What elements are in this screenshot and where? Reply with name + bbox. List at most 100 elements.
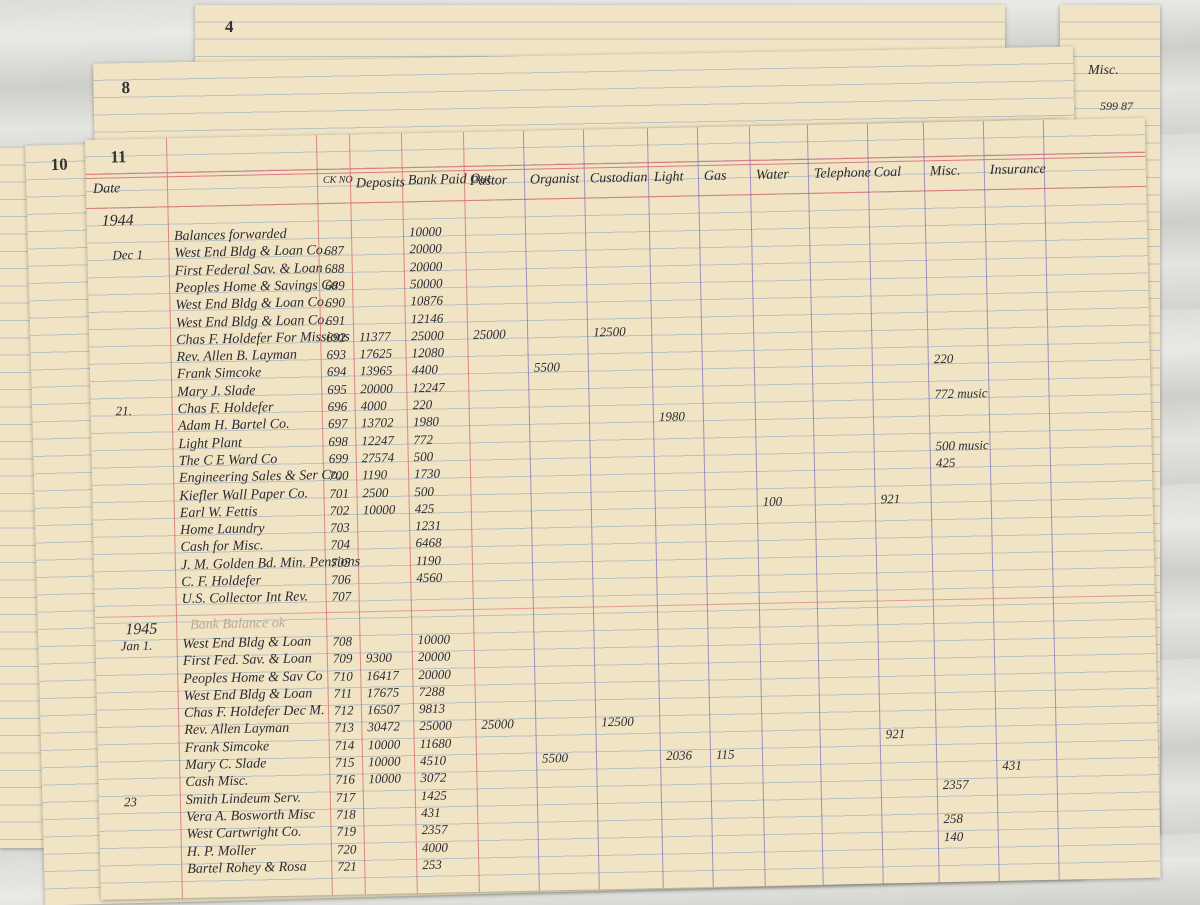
- payee: Engineering Sales & Ser Co.: [178, 467, 342, 487]
- payee: Cash for Misc.: [180, 538, 264, 556]
- payee: The C E Ward Co: [178, 451, 278, 469]
- amount: 711: [333, 685, 353, 701]
- payee: C. F. Holdefer: [181, 573, 262, 591]
- amount: 700: [328, 467, 349, 484]
- column-rule: [806, 124, 824, 885]
- amount: 772 music: [934, 385, 988, 402]
- amount: 16417: [366, 667, 399, 683]
- payee: Bartel Rohey & Rosa: [187, 859, 307, 877]
- amount: 720: [336, 840, 357, 857]
- amount: 30472: [367, 718, 401, 735]
- amount: 17625: [359, 345, 393, 362]
- amount: 687: [324, 242, 345, 259]
- page-number: 8: [121, 77, 131, 98]
- amount: 500 music: [935, 437, 989, 454]
- amount: 17675: [366, 684, 400, 701]
- amount: 705: [330, 554, 351, 570]
- column-header: CK NO: [322, 174, 353, 187]
- amount: 10000: [362, 501, 396, 518]
- amount: 710: [333, 668, 353, 684]
- amount: 1730: [413, 465, 441, 482]
- amount: 921: [880, 490, 901, 507]
- amount: 714: [334, 737, 355, 753]
- amount: 4000: [360, 397, 387, 414]
- payee: First Federal Sav. & Loan: [174, 260, 323, 279]
- amount: 10000: [367, 753, 401, 770]
- amount: 12247: [361, 432, 395, 448]
- amount: 1231: [414, 517, 442, 534]
- payee: Chas F. Holdefer: [177, 400, 274, 418]
- column-rule: [1042, 119, 1060, 880]
- payee: Smith Lindeum Serv.: [185, 790, 302, 808]
- amount: 2036: [665, 747, 693, 763]
- amount: 500: [414, 483, 435, 499]
- payee: West End Bldg & Loan Co.: [175, 295, 328, 314]
- amount: 11680: [419, 735, 452, 751]
- amount: 706: [331, 571, 351, 587]
- amount: 500: [413, 448, 434, 465]
- amount: 27574: [361, 449, 395, 466]
- amount: 12500: [601, 714, 634, 730]
- column-header: Organist: [529, 171, 580, 188]
- amount: 694: [326, 363, 347, 380]
- amount: 691: [325, 312, 346, 328]
- amount: 692: [326, 329, 346, 345]
- payee: Rev. Allen B. Layman: [176, 347, 298, 366]
- amount: 140: [943, 828, 964, 844]
- amount: 1980: [658, 408, 686, 425]
- amount: 701: [329, 485, 350, 501]
- column-header: Telephone: [813, 165, 872, 182]
- page-number: 4: [225, 17, 234, 36]
- amount: 425: [935, 455, 956, 471]
- amount: 25000: [481, 716, 514, 733]
- column-header: Coal: [873, 164, 902, 181]
- amount: 6468: [415, 535, 442, 551]
- amount: 258: [943, 810, 964, 827]
- payee: Home Laundry: [180, 521, 265, 539]
- payee: West Cartwright Co.: [186, 824, 302, 843]
- year: 1945: [125, 620, 158, 638]
- amount: 1190: [361, 466, 388, 483]
- column-rule: [982, 121, 1000, 882]
- amount: 13702: [360, 414, 394, 431]
- amount: 717: [335, 789, 356, 805]
- amount: 2500: [362, 484, 389, 500]
- payee: Light Plant: [178, 435, 242, 452]
- date: Jan 1.: [120, 637, 153, 654]
- column-header: Custodian: [589, 170, 648, 187]
- amount: 4400: [411, 362, 439, 378]
- amount: 702: [329, 502, 350, 518]
- payee: Vera A. Bosworth Misc: [186, 807, 316, 825]
- payee: Mary J. Slade: [177, 383, 256, 400]
- page-number: 11: [110, 147, 127, 167]
- amount: 25000: [411, 327, 444, 344]
- payee: Chas F. Holdefer For Missions: [176, 329, 350, 348]
- amount: 11377: [359, 328, 391, 345]
- amount: 425: [414, 500, 435, 516]
- payee: Cash Misc.: [185, 774, 249, 791]
- amount: 20000: [360, 380, 393, 396]
- payee: Frank Simcoke: [184, 738, 270, 756]
- bank-balance: Bank Balance ok: [190, 615, 286, 633]
- amount: 9813: [418, 700, 446, 717]
- amount: 708: [332, 633, 353, 649]
- amount: 12247: [412, 379, 445, 395]
- payee: Peoples Home & Sav Co: [183, 668, 323, 687]
- amount: 13965: [359, 363, 393, 379]
- page-number: 10: [50, 154, 68, 175]
- amount: 772: [413, 431, 433, 447]
- column-rule: [646, 128, 664, 889]
- column-rule: [582, 129, 600, 890]
- payee: H. P. Moller: [186, 843, 257, 860]
- date: 21.: [115, 403, 133, 419]
- column-header: Misc.: [929, 163, 961, 180]
- payee: Mary C. Slade: [184, 756, 267, 774]
- amount: 20000: [409, 240, 443, 257]
- amount: 16507: [366, 701, 400, 718]
- amount: 1980: [412, 413, 440, 430]
- amount: 12146: [410, 310, 444, 326]
- column-header: Water: [755, 167, 789, 183]
- rule: [86, 185, 1147, 209]
- amount: 5500: [533, 359, 561, 376]
- amount: 715: [334, 754, 355, 770]
